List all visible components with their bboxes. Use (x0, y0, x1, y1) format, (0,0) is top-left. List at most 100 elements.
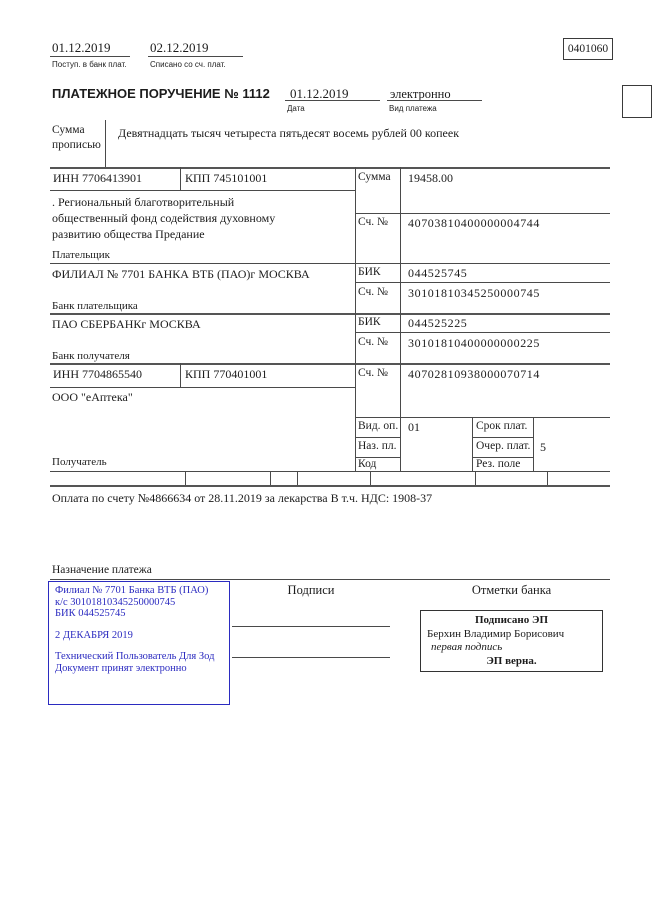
purpose-underline (50, 579, 610, 580)
table-border (180, 167, 181, 190)
stamp-line: Документ принят электронно (55, 662, 187, 674)
code-label: Код (358, 458, 377, 470)
esign-note: первая подпись (431, 641, 503, 653)
table-border (50, 363, 610, 365)
priority-label: Очер. плат. (476, 440, 531, 452)
table-border (355, 457, 400, 458)
table-border (370, 471, 371, 485)
amount-cell-label: Сумма (358, 171, 391, 183)
due-date-label: Срок плат. (476, 420, 528, 432)
esignature-box: Подписано ЭП Берхин Владимир Борисович п… (420, 610, 603, 672)
status-box (622, 85, 652, 118)
purpose-text: Оплата по счету №4866634 от 28.11.2019 з… (52, 491, 433, 505)
date-label: Дата (287, 104, 305, 113)
signatures-label: Подписи (287, 583, 335, 597)
form-code-box: 0401060 (563, 38, 613, 60)
op-type-label: Вид. оп. (358, 420, 399, 432)
table-border (50, 471, 610, 472)
esign-verified: ЭП верна. (486, 654, 537, 667)
bank-marks-label: Отметки банка (471, 583, 552, 597)
table-border (400, 167, 401, 471)
payee-bank-account-label: Сч. № (358, 336, 389, 348)
payer-bank-bik-label: БИК (358, 266, 381, 278)
signature-line-1 (232, 626, 390, 627)
table-border (50, 387, 355, 388)
signature-line-2 (232, 657, 390, 658)
amount-words-label-1: Сумма (52, 124, 85, 136)
date-underline (285, 100, 380, 101)
esign-name: Берхин Владимир Борисович (427, 627, 565, 640)
table-border (50, 313, 610, 315)
payer-bank-account-label: Сч. № (358, 286, 389, 298)
amount-words-value: Девятнадцать тысяч четыреста пятьдесят в… (118, 126, 460, 140)
table-border (50, 263, 610, 264)
stamp-line: БИК 044525745 (55, 608, 126, 619)
payee-account-label: Сч. № (358, 367, 389, 379)
stamp-line: Технический Пользователь Для Зод (55, 651, 215, 662)
payee-bank-bik-label: БИК (358, 316, 381, 328)
stamp-line: Филиал № 7701 Банка ВТБ (ПАО) (55, 585, 209, 596)
table-border (180, 363, 181, 387)
table-border (533, 417, 534, 471)
debited-date-underline (148, 56, 243, 57)
table-border (472, 457, 533, 458)
pay-purpose-code-label: Наз. пл. (358, 440, 397, 452)
payment-type-underline (387, 100, 482, 101)
payee-bank-account: 30101810400000000225 (408, 336, 540, 350)
payer-bank-bik: 044525745 (408, 266, 468, 280)
payer-bank-account: 30101810345250000745 (408, 286, 540, 300)
payee-section-label: Получатель (52, 456, 107, 468)
stamp-line: к/с 30101810345250000745 (55, 596, 176, 608)
document-date: 01.12.2019 (290, 86, 349, 101)
table-border (355, 417, 610, 418)
table-border (355, 213, 610, 214)
op-type-value: 01 (408, 420, 420, 434)
table-border (475, 471, 476, 485)
table-border (547, 471, 548, 485)
debited-date: 02.12.2019 (150, 40, 209, 55)
payment-type-label: Вид платежа (389, 104, 437, 113)
received-date-label: Поступ. в банк плат. (52, 60, 127, 69)
received-date: 01.12.2019 (52, 40, 111, 55)
priority-value: 5 (540, 440, 546, 454)
amount-words-label-2: прописью (52, 139, 101, 151)
received-date-underline (50, 56, 130, 57)
payer-bank-name: ФИЛИАЛ № 7701 БАНКА ВТБ (ПАО)г МОСКВА (52, 267, 310, 281)
payee-name: ООО "еАптека" (52, 390, 133, 404)
table-border (355, 332, 610, 333)
payer-bank-section-label: Банк плательщика (52, 300, 138, 312)
amount-words-divider (105, 120, 106, 167)
table-border (50, 485, 610, 487)
form-code: 0401060 (567, 43, 609, 55)
purpose-label: Назначение платежа (52, 564, 152, 576)
payee-bank-section-label: Банк получателя (52, 350, 130, 362)
table-border (50, 167, 610, 169)
table-border (270, 471, 271, 485)
table-border (50, 190, 355, 191)
table-border (297, 471, 298, 485)
bank-stamp: Филиал № 7701 Банка ВТБ (ПАО) к/с 301018… (48, 581, 230, 705)
table-border (355, 282, 610, 283)
stamp-line: 2 ДЕКАБРЯ 2019 (55, 629, 133, 641)
payer-inn: ИНН 7706413901 (53, 171, 142, 185)
payee-account: 40702810938000070714 (408, 367, 540, 381)
table-border (472, 437, 533, 438)
table-border (185, 471, 186, 485)
payer-section-label: Плательщик (52, 249, 110, 261)
payment-type: электронно (390, 87, 451, 101)
document-title: ПЛАТЕЖНОЕ ПОРУЧЕНИЕ № 1112 (52, 86, 270, 101)
debited-date-label: Списано со сч. плат. (150, 60, 226, 69)
reserve-field-label: Рез. поле (476, 458, 521, 470)
table-border (472, 417, 473, 471)
payer-account-label: Сч. № (358, 216, 389, 228)
table-border (355, 167, 356, 471)
esign-title: Подписано ЭП (474, 614, 549, 626)
payer-account: 40703810400000004744 (408, 216, 540, 230)
payee-inn: ИНН 7704865540 (53, 367, 142, 381)
table-border (355, 437, 400, 438)
payee-kpp: КПП 770401001 (185, 367, 268, 381)
payer-name: . Региональный благотворительный обществ… (52, 195, 276, 241)
payee-bank-name: ПАО СБЕРБАНКг МОСКВА (52, 317, 201, 331)
amount-value: 19458.00 (408, 171, 453, 185)
